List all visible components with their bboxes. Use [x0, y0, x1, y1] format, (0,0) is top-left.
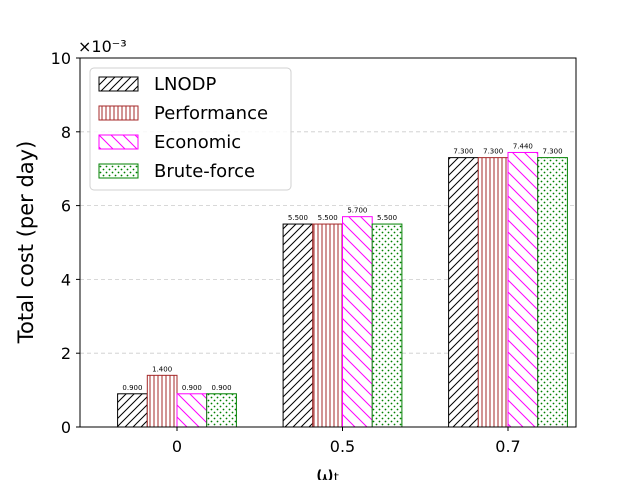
x-axis-title: ωₜ [316, 462, 340, 480]
bar-value-label: 5.700 [347, 207, 367, 215]
legend-swatch [98, 163, 139, 179]
bar-value-label: 7.300 [543, 148, 563, 156]
legend-label: LNODP [154, 74, 217, 95]
legend-swatch [98, 105, 139, 121]
bar [176, 393, 208, 428]
bar [448, 157, 479, 428]
y-tick-label: 4 [61, 270, 71, 289]
bar [117, 393, 148, 428]
legend-frame [89, 67, 292, 191]
y-tick-label: 0 [61, 418, 71, 437]
bar-value-label: 7.300 [483, 148, 503, 156]
x-tick-label: 0 [172, 437, 182, 456]
bar [312, 223, 343, 428]
y-tick-label: 8 [61, 123, 71, 142]
y-tick-label: 2 [61, 344, 71, 363]
legend-swatch [98, 134, 139, 150]
y-tick-label: 6 [61, 197, 71, 216]
bar [507, 151, 539, 428]
bar-series-group [117, 151, 568, 428]
bar [477, 157, 509, 428]
legend-label: Brute-force [154, 161, 255, 182]
bar-value-labels: 0.900 1.400 0.900 0.900 5.500 5.500 5.700 5.500… [122, 142, 562, 391]
plot-area-frame [79, 57, 577, 428]
bar-value-label: 0.900 [182, 384, 202, 392]
bar [342, 216, 373, 428]
bar-value-label: 1.400 [152, 365, 172, 373]
bar-value-label: 7.300 [453, 148, 473, 156]
y-axis: 0 2 4 6 8 10 [51, 49, 80, 437]
legend: LNODP Performance Economic Brute-force [89, 67, 292, 191]
y-axis-title: Total cost (per day) [14, 141, 38, 345]
legend-label: Performance [154, 103, 268, 124]
bar-value-label: 0.900 [122, 384, 142, 392]
legend-label: Economic [154, 132, 241, 153]
bar-value-label: 5.500 [288, 214, 308, 222]
bar-value-label: 7.440 [513, 142, 533, 150]
bar [146, 374, 178, 428]
x-axis: 0 0.5 0.7 [172, 427, 521, 456]
bar-value-label: 5.500 [377, 214, 397, 222]
bar [282, 223, 314, 428]
bar [537, 157, 568, 428]
x-tick-label: 0.7 [495, 437, 520, 456]
bar [206, 393, 237, 428]
bar-value-label: 0.900 [212, 384, 232, 392]
x-tick-label: 0.5 [330, 437, 355, 456]
y-tick-label: 10 [51, 49, 71, 68]
y-axis-offset-text: ×10⁻³ [78, 37, 127, 56]
bar-value-label: 5.500 [318, 214, 338, 222]
legend-swatch [98, 76, 139, 92]
bar [371, 223, 403, 428]
